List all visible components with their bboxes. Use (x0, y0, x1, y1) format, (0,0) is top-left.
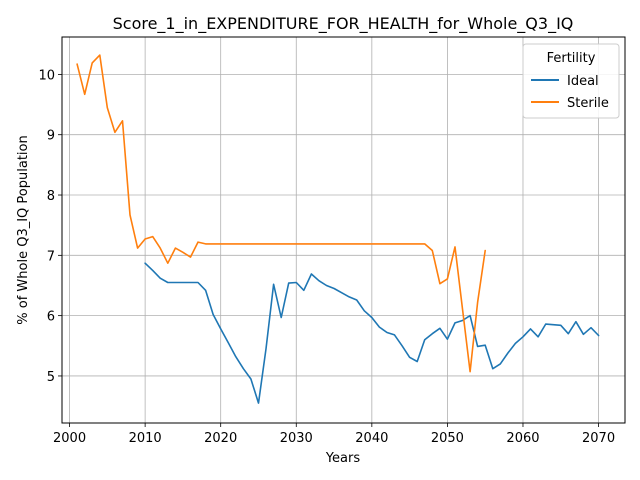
y-tick-label: 8 (47, 189, 55, 204)
legend-label-sterile: Sterile (567, 96, 609, 111)
y-axis: 5 6 7 8 9 10 (38, 68, 62, 385)
x-tick-label: 2070 (582, 431, 615, 446)
chart-title: Score_1_in_EXPENDITURE_FOR_HEALTH_for_Wh… (113, 14, 574, 34)
y-tick-label: 6 (47, 310, 55, 325)
y-tick-label: 9 (47, 129, 55, 144)
x-axis-label: Years (325, 451, 361, 466)
x-tick-label: 2000 (53, 431, 86, 446)
y-axis-label: % of Whole Q3_IQ Population (16, 135, 31, 324)
y-tick-label: 10 (38, 68, 55, 83)
series-line-ideal (144, 262, 600, 404)
x-tick-label: 2020 (204, 431, 237, 446)
x-tick-label: 2060 (506, 431, 539, 446)
series-line-sterile (76, 54, 487, 373)
legend-frame (522, 43, 620, 119)
legend-label-ideal: Ideal (567, 74, 599, 89)
x-tick-label: 2050 (431, 431, 464, 446)
x-tick-label: 2030 (280, 431, 313, 446)
x-tick-label: 2040 (355, 431, 388, 446)
legend-title: Fertility (547, 51, 596, 66)
legend: Fertility Ideal Sterile (522, 43, 620, 119)
x-tick-label: 2010 (129, 431, 162, 446)
series-lines (76, 54, 600, 404)
plot-frame (61, 36, 626, 424)
y-tick-label: 7 (47, 249, 55, 264)
x-axis: 2000 2010 2020 2030 2040 2050 2060 2070 (53, 423, 615, 446)
y-tick-label: 5 (47, 370, 55, 385)
